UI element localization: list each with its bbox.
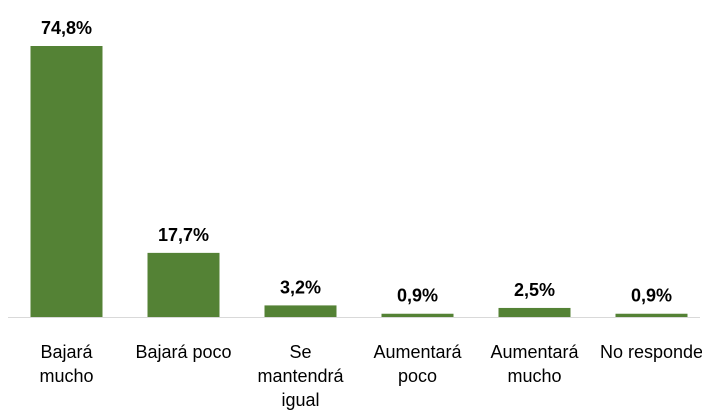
bar [264, 305, 337, 317]
value-label: 0,9% [631, 286, 672, 306]
x-tick-label: Bajará mucho [39, 342, 93, 386]
value-label: 3,2% [280, 277, 321, 297]
x-tick-label: Aumentará mucho [490, 342, 579, 386]
bar [30, 46, 103, 317]
x-tick-label: No responde [600, 342, 702, 362]
value-label: 74,8% [41, 18, 92, 38]
value-label: 17,7% [158, 225, 209, 245]
bar [147, 252, 220, 317]
bar [381, 313, 454, 317]
bar [615, 313, 688, 317]
x-tick-label: Se mantendrá igual [257, 342, 344, 410]
value-label: 0,9% [397, 286, 438, 306]
x-tick-label: Bajará poco [135, 342, 231, 362]
value-label: 2,5% [514, 280, 555, 300]
x-tick-label: Aumentará poco [373, 342, 462, 386]
bar [498, 307, 571, 317]
